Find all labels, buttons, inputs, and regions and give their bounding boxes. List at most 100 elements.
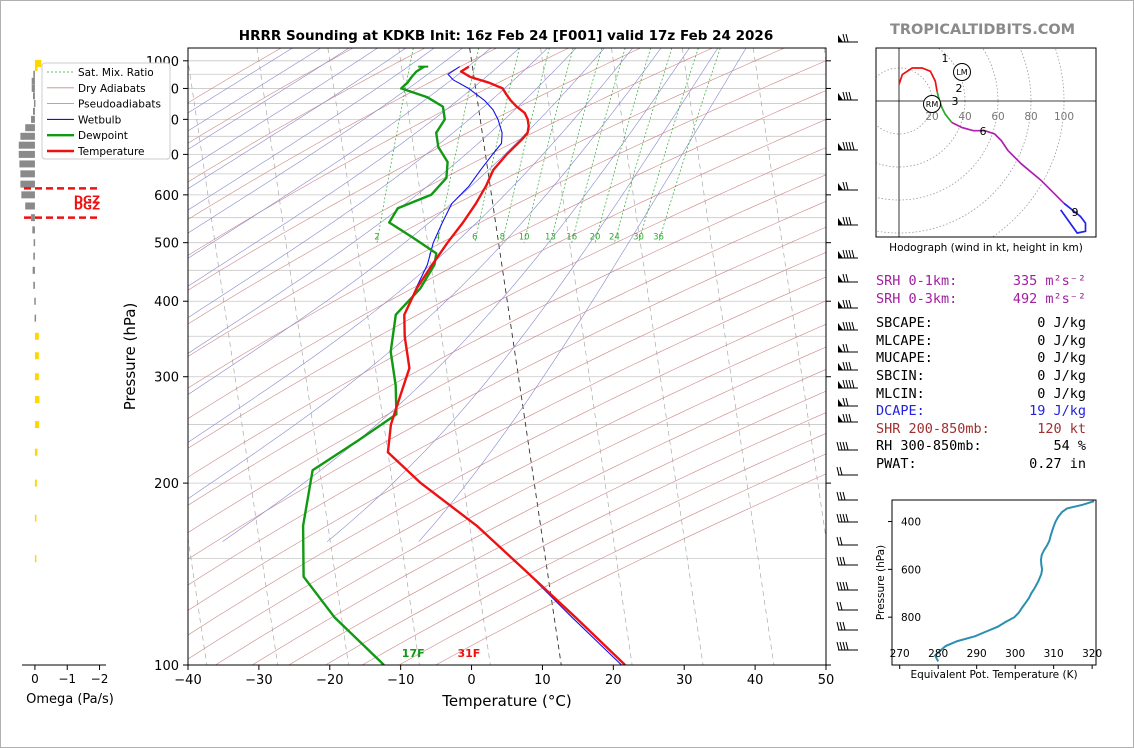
wind-barb-flag bbox=[848, 413, 852, 423]
wind-barb-flag bbox=[845, 249, 849, 259]
y-axis-label: Pressure (hPa) bbox=[121, 303, 139, 411]
index-value: 0 J/kg bbox=[1037, 385, 1086, 402]
wind-barb-flag bbox=[848, 249, 852, 259]
wind-barb-flag bbox=[836, 621, 840, 631]
theta-y-axis-label: Pressure (hPa) bbox=[875, 545, 887, 620]
wind-barb-flag bbox=[836, 491, 840, 501]
wind-barb-flag bbox=[842, 181, 846, 191]
pseudoadiabat-line bbox=[188, 48, 321, 132]
pseudoadiabat-line bbox=[188, 48, 435, 211]
mixing-ratio-label: 2 bbox=[374, 233, 379, 243]
mixing-ratio-line bbox=[376, 48, 414, 243]
wind-barb-flag bbox=[848, 91, 852, 101]
index-value: 120 kt bbox=[1037, 420, 1086, 437]
omega-bar bbox=[25, 202, 35, 210]
pseudoadiabat-line bbox=[188, 48, 293, 114]
index-value: 0 J/kg bbox=[1037, 368, 1086, 384]
wind-barb bbox=[838, 33, 858, 43]
wind-barb-flag bbox=[848, 361, 852, 371]
hodograph-panel: 20 40 60 80 100 1 23 6 9 LM RM Hodograph (wind in k… bbox=[875, 47, 1097, 254]
wind-barb-flag bbox=[842, 413, 846, 423]
omega-bar bbox=[34, 396, 40, 404]
wind-barb-flag bbox=[839, 491, 843, 501]
wind-barb-flag bbox=[842, 299, 846, 309]
storm-motion-marker bbox=[923, 95, 941, 113]
omega-bar bbox=[34, 555, 37, 563]
dry-adiabat-line bbox=[215, 346, 826, 665]
omega-bar bbox=[20, 180, 35, 188]
hodo-inner: 20 40 60 80 100 1 23 6 9 LM RM bbox=[876, 48, 1096, 237]
wind-barb-flag bbox=[848, 216, 852, 226]
x-tick-label: 20 bbox=[605, 673, 622, 688]
index-key: SRH 0-1km: bbox=[876, 273, 958, 289]
index-value: 0.27 in bbox=[1029, 456, 1086, 472]
wind-barb-flag bbox=[845, 397, 849, 407]
mixing-ratio-line bbox=[571, 48, 626, 243]
mixing-ratio-line bbox=[523, 48, 574, 243]
dry-adiabat-line bbox=[188, 48, 282, 104]
mixing-ratio-line bbox=[437, 48, 480, 243]
mixing-ratio-label: 24 bbox=[609, 233, 620, 243]
wind-barb-pennant bbox=[838, 345, 843, 352]
omega-bar bbox=[34, 297, 36, 305]
wind-barb-flag bbox=[839, 536, 843, 546]
wind-barb-pennant bbox=[838, 363, 843, 370]
omega-bar bbox=[21, 191, 35, 199]
wind-barb-pennant bbox=[838, 251, 843, 258]
wind-barb bbox=[838, 413, 858, 423]
wind-barb bbox=[836, 441, 858, 451]
dry-adiabat-line bbox=[188, 276, 826, 611]
wind-barb-flag bbox=[839, 556, 843, 566]
pseudoadiabat-line bbox=[418, 48, 747, 542]
omega-bar bbox=[33, 70, 35, 78]
hodo-caption: Hodograph (wind in kt, height in km) bbox=[889, 242, 1083, 254]
mixing-ratio-line bbox=[638, 48, 699, 243]
omega-bar bbox=[34, 421, 40, 429]
hodo-frame bbox=[875, 47, 1097, 238]
wind-barb-flag bbox=[842, 273, 846, 283]
omega-bar bbox=[31, 84, 35, 92]
hodo-height-label: 6 bbox=[980, 125, 987, 138]
index-value: 492 m²s⁻² bbox=[1012, 290, 1086, 307]
wind-barb-flag bbox=[836, 641, 840, 651]
isotherm-line bbox=[256, 48, 349, 665]
mixing-ratio-line bbox=[594, 48, 652, 243]
x-axis-label: Temperature (°C) bbox=[441, 692, 571, 710]
y-tick-label: 600 bbox=[154, 189, 179, 204]
theta-inner bbox=[933, 500, 1095, 662]
dewpoint-surface-label: 17F bbox=[402, 647, 425, 660]
storm-motion-marker bbox=[953, 63, 971, 81]
isotherm-line bbox=[540, 48, 633, 665]
wind-barb-flag bbox=[836, 513, 840, 523]
wind-barb-flag bbox=[842, 397, 846, 407]
wind-barb-flag bbox=[848, 321, 852, 331]
wind-barb bbox=[838, 181, 858, 191]
wind-barb-flag bbox=[842, 216, 846, 226]
hodo-height-label: 3 bbox=[952, 95, 959, 108]
legend-label: Dry Adiabats bbox=[78, 83, 146, 95]
wind-barb-flag bbox=[845, 91, 849, 101]
wind-barb bbox=[838, 216, 858, 226]
wind-barb bbox=[838, 91, 858, 101]
index-value: 0 J/kg bbox=[1037, 332, 1086, 349]
index-key: MLCAPE: bbox=[876, 332, 933, 349]
legend-label: Dewpoint bbox=[78, 130, 128, 142]
wind-barb-flag bbox=[845, 641, 849, 651]
mixing-ratio-line bbox=[550, 48, 603, 243]
pseudoadiabat-line bbox=[326, 48, 719, 542]
wind-barb-flag bbox=[839, 601, 843, 611]
wind-barb-flag bbox=[845, 441, 849, 451]
wind-barb-flag bbox=[842, 581, 846, 591]
index-key: SRH 0-3km: bbox=[876, 290, 958, 307]
wind-barb-flag bbox=[845, 216, 849, 226]
x-tick-label: 30 bbox=[676, 673, 693, 688]
y-tick-label: 300 bbox=[154, 371, 179, 386]
wind-barb bbox=[836, 601, 858, 611]
wind-barb-flag bbox=[845, 379, 849, 389]
omega-bar bbox=[33, 281, 35, 289]
wind-barb-flag bbox=[842, 321, 846, 331]
wind-barb bbox=[838, 343, 858, 353]
wind-barb-flag bbox=[845, 343, 849, 353]
wind-barb-flag bbox=[842, 441, 846, 451]
